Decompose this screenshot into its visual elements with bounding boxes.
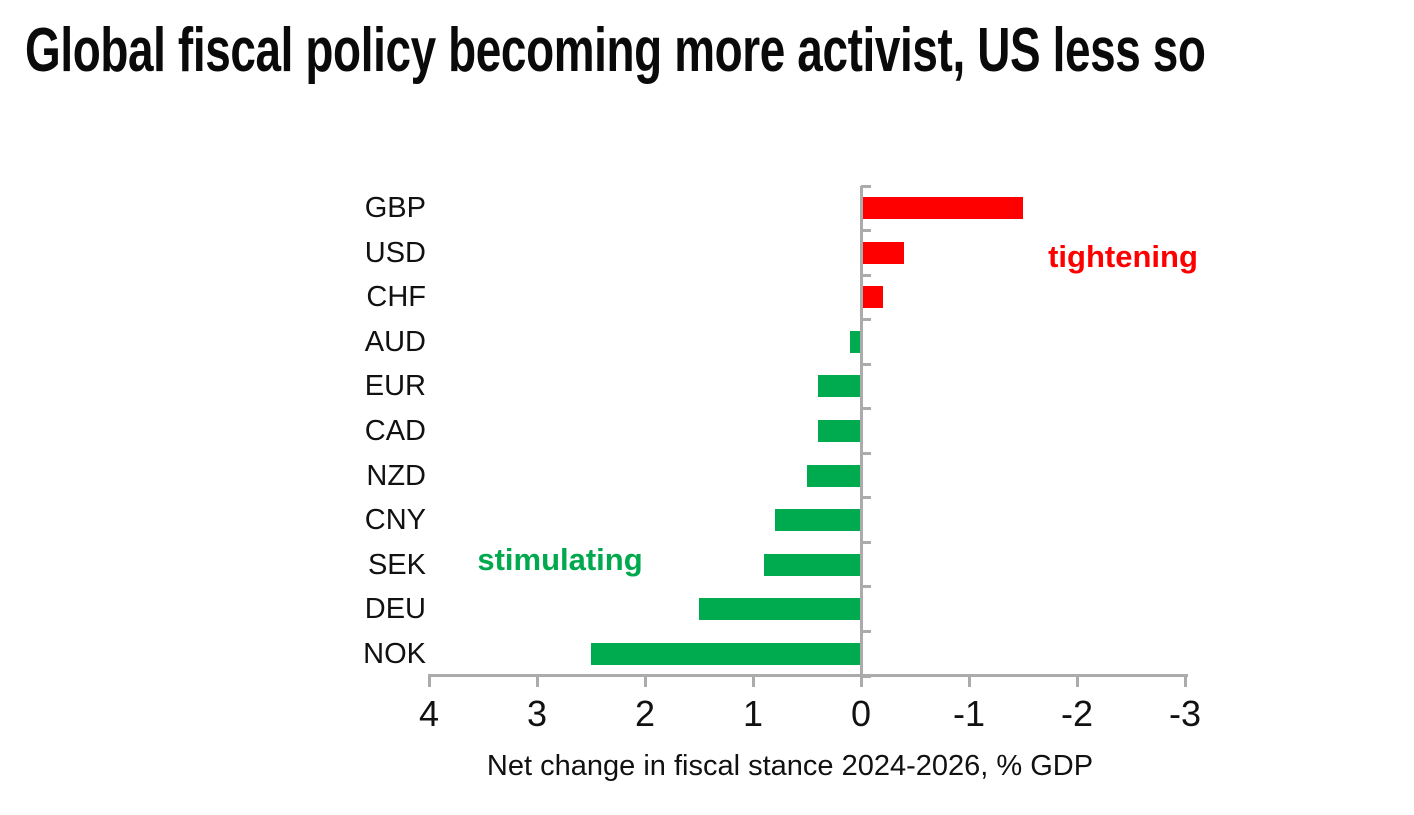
x-tick-label: 4 [418, 693, 440, 734]
y-axis-tick [861, 451, 871, 455]
x-tick-label: -1 [952, 693, 986, 734]
y-axis-tick [861, 318, 871, 322]
bar-cad [817, 420, 861, 442]
y-axis-tick [861, 273, 871, 277]
category-label-nzd: NZD [366, 459, 426, 492]
y-axis-tick [861, 184, 871, 188]
y-axis-tick [861, 362, 871, 366]
x-axis-tick [1183, 674, 1187, 687]
y-axis-tick [861, 585, 871, 589]
x-axis-title: Net change in fiscal stance 2024-2026, %… [486, 750, 1094, 782]
bar-usd [861, 241, 905, 264]
x-axis-tick [1075, 674, 1079, 687]
category-label-eur: EUR [364, 370, 426, 403]
y-axis-tick [861, 540, 871, 544]
category-label-cny: CNY [364, 504, 426, 537]
category-label-cad: CAD [364, 415, 426, 447]
y-axis-tick [861, 496, 871, 500]
bar-gbp [861, 197, 1023, 220]
bar-nok [591, 642, 861, 665]
category-label-deu: DEU [364, 593, 426, 626]
bar-nzd [807, 464, 861, 487]
x-axis-tick [427, 674, 431, 687]
bar-aud [850, 330, 861, 353]
x-axis-tick [967, 674, 971, 687]
x-tick-label: 3 [526, 693, 548, 734]
x-axis-line [429, 674, 1188, 677]
category-label-gbp: GBP [364, 192, 426, 225]
category-label-nok: NOK [363, 637, 426, 670]
y-axis-tick [861, 229, 871, 233]
category-label-usd: USD [364, 236, 426, 269]
bar-cny [774, 509, 861, 532]
x-tick-label: 0 [850, 693, 872, 734]
x-axis-tick [859, 674, 863, 687]
x-tick-label: 2 [634, 693, 656, 734]
y-axis-tick [861, 407, 871, 411]
bar-deu [699, 598, 861, 621]
bar-chf [861, 286, 883, 309]
annotation-tightening: tightening [1048, 239, 1198, 274]
x-axis-tick [535, 674, 539, 687]
x-tick-label: -3 [1168, 693, 1202, 734]
chart-title: Global fiscal policy becoming more activ… [25, 16, 1206, 85]
bar-sek [763, 553, 861, 576]
x-axis-tick [643, 674, 647, 687]
category-label-aud: AUD [364, 325, 426, 358]
category-label-chf: CHF [366, 281, 426, 314]
y-axis-line [859, 186, 863, 676]
category-label-sek: SEK [367, 548, 426, 581]
annotation-stimulating: stimulating [477, 542, 643, 577]
x-axis-tick [751, 674, 755, 687]
x-tick-label: -2 [1060, 693, 1094, 734]
y-axis-tick [861, 629, 871, 633]
bar-eur [817, 375, 861, 398]
x-tick-label: 1 [742, 693, 764, 734]
